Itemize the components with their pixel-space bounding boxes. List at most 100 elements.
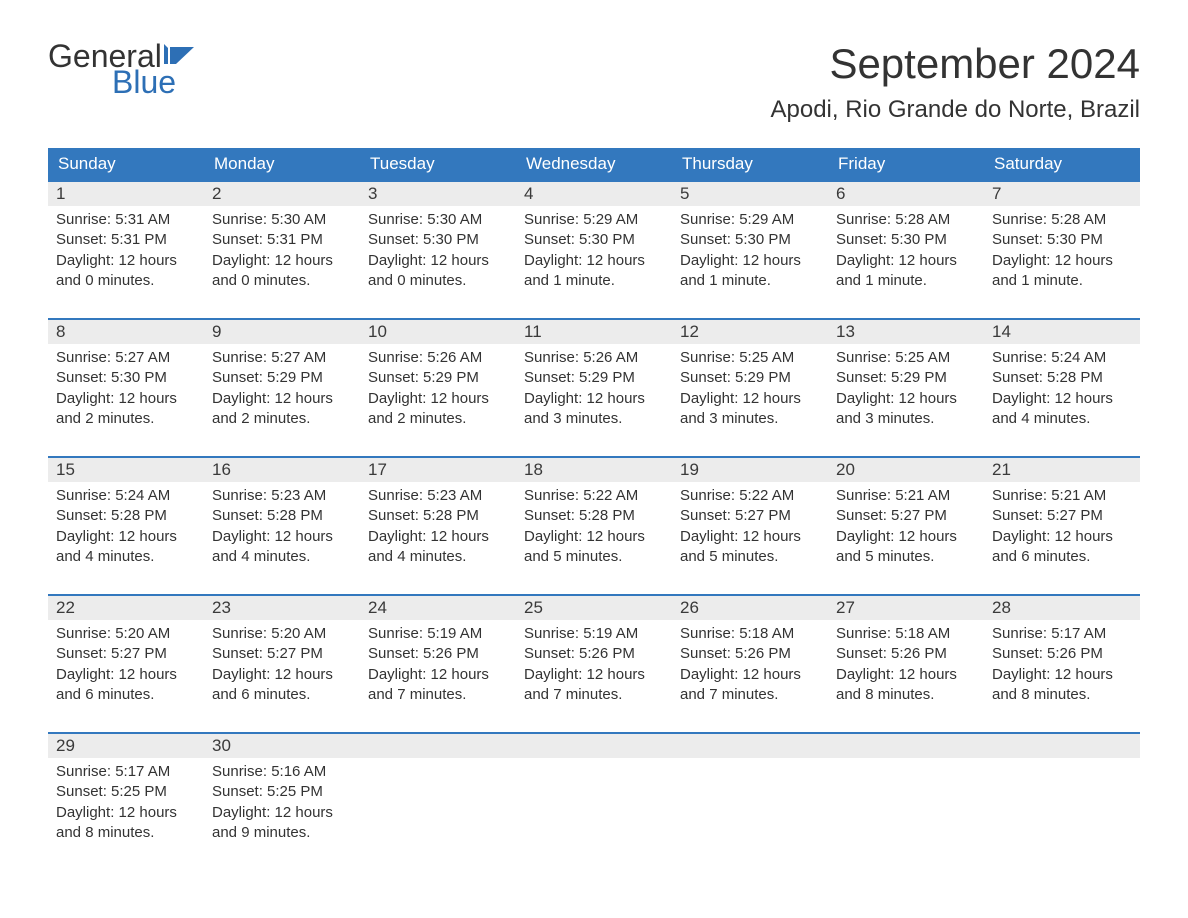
day-header: Thursday [672,148,828,180]
daylight-text: Daylight: 12 hours and 6 minutes. [212,665,352,706]
day-number: 20 [828,458,984,482]
day-number: 13 [828,320,984,344]
location-subtitle: Apodi, Rio Grande do Norte, Brazil [770,96,1140,124]
day-body: Sunrise: 5:18 AMSunset: 5:26 PMDaylight:… [672,620,828,713]
sunset-text: Sunset: 5:29 PM [680,368,820,388]
sunset-text: Sunset: 5:29 PM [368,368,508,388]
day-body: Sunrise: 5:21 AMSunset: 5:27 PMDaylight:… [828,482,984,575]
daylight-text: Daylight: 12 hours and 1 minute. [524,251,664,292]
sunset-text: Sunset: 5:30 PM [992,230,1132,250]
day-number: 25 [516,596,672,620]
day-body: Sunrise: 5:18 AMSunset: 5:26 PMDaylight:… [828,620,984,713]
sunrise-text: Sunrise: 5:28 AM [836,210,976,230]
day-cell: 10Sunrise: 5:26 AMSunset: 5:29 PMDayligh… [360,320,516,444]
daylight-text: Daylight: 12 hours and 5 minutes. [524,527,664,568]
sunrise-text: Sunrise: 5:23 AM [212,486,352,506]
sunset-text: Sunset: 5:26 PM [680,644,820,664]
day-cell [984,734,1140,858]
day-header: Monday [204,148,360,180]
day-cell: 9Sunrise: 5:27 AMSunset: 5:29 PMDaylight… [204,320,360,444]
day-number: 29 [48,734,204,758]
day-body: Sunrise: 5:17 AMSunset: 5:26 PMDaylight:… [984,620,1140,713]
day-body: Sunrise: 5:22 AMSunset: 5:27 PMDaylight:… [672,482,828,575]
day-number [672,734,828,758]
day-header: Friday [828,148,984,180]
daylight-text: Daylight: 12 hours and 5 minutes. [836,527,976,568]
daylight-text: Daylight: 12 hours and 8 minutes. [992,665,1132,706]
daylight-text: Daylight: 12 hours and 2 minutes. [56,389,196,430]
daylight-text: Daylight: 12 hours and 8 minutes. [56,803,196,844]
sunrise-text: Sunrise: 5:16 AM [212,762,352,782]
day-cell: 28Sunrise: 5:17 AMSunset: 5:26 PMDayligh… [984,596,1140,720]
day-body: Sunrise: 5:29 AMSunset: 5:30 PMDaylight:… [672,206,828,299]
day-number: 30 [204,734,360,758]
day-body: Sunrise: 5:23 AMSunset: 5:28 PMDaylight:… [204,482,360,575]
day-body: Sunrise: 5:20 AMSunset: 5:27 PMDaylight:… [204,620,360,713]
day-number: 3 [360,182,516,206]
sunset-text: Sunset: 5:31 PM [56,230,196,250]
sunrise-text: Sunrise: 5:24 AM [56,486,196,506]
day-number: 6 [828,182,984,206]
daylight-text: Daylight: 12 hours and 7 minutes. [368,665,508,706]
daylight-text: Daylight: 12 hours and 0 minutes. [212,251,352,292]
day-number: 15 [48,458,204,482]
sunset-text: Sunset: 5:27 PM [680,506,820,526]
day-number [828,734,984,758]
daylight-text: Daylight: 12 hours and 3 minutes. [680,389,820,430]
day-cell: 30Sunrise: 5:16 AMSunset: 5:25 PMDayligh… [204,734,360,858]
day-body: Sunrise: 5:17 AMSunset: 5:25 PMDaylight:… [48,758,204,851]
day-cell: 12Sunrise: 5:25 AMSunset: 5:29 PMDayligh… [672,320,828,444]
day-cell: 22Sunrise: 5:20 AMSunset: 5:27 PMDayligh… [48,596,204,720]
day-body: Sunrise: 5:30 AMSunset: 5:31 PMDaylight:… [204,206,360,299]
day-number [360,734,516,758]
day-body: Sunrise: 5:26 AMSunset: 5:29 PMDaylight:… [516,344,672,437]
sunrise-text: Sunrise: 5:22 AM [680,486,820,506]
daylight-text: Daylight: 12 hours and 7 minutes. [680,665,820,706]
day-header: Saturday [984,148,1140,180]
day-number: 8 [48,320,204,344]
day-cell: 16Sunrise: 5:23 AMSunset: 5:28 PMDayligh… [204,458,360,582]
daylight-text: Daylight: 12 hours and 3 minutes. [836,389,976,430]
week-row: 1Sunrise: 5:31 AMSunset: 5:31 PMDaylight… [48,180,1140,306]
sunset-text: Sunset: 5:27 PM [56,644,196,664]
sunrise-text: Sunrise: 5:22 AM [524,486,664,506]
day-number: 1 [48,182,204,206]
sunrise-text: Sunrise: 5:27 AM [56,348,196,368]
day-body: Sunrise: 5:22 AMSunset: 5:28 PMDaylight:… [516,482,672,575]
day-body: Sunrise: 5:28 AMSunset: 5:30 PMDaylight:… [984,206,1140,299]
day-number: 17 [360,458,516,482]
sunrise-text: Sunrise: 5:23 AM [368,486,508,506]
day-number: 28 [984,596,1140,620]
day-cell [516,734,672,858]
week-row: 29Sunrise: 5:17 AMSunset: 5:25 PMDayligh… [48,732,1140,858]
sunrise-text: Sunrise: 5:26 AM [368,348,508,368]
sunrise-text: Sunrise: 5:21 AM [992,486,1132,506]
sunrise-text: Sunrise: 5:18 AM [680,624,820,644]
day-number: 23 [204,596,360,620]
day-cell: 1Sunrise: 5:31 AMSunset: 5:31 PMDaylight… [48,182,204,306]
day-cell: 3Sunrise: 5:30 AMSunset: 5:30 PMDaylight… [360,182,516,306]
sunrise-text: Sunrise: 5:31 AM [56,210,196,230]
day-number: 5 [672,182,828,206]
sunrise-text: Sunrise: 5:19 AM [524,624,664,644]
day-cell: 7Sunrise: 5:28 AMSunset: 5:30 PMDaylight… [984,182,1140,306]
sunset-text: Sunset: 5:30 PM [680,230,820,250]
day-body: Sunrise: 5:31 AMSunset: 5:31 PMDaylight:… [48,206,204,299]
sunset-text: Sunset: 5:28 PM [212,506,352,526]
day-body: Sunrise: 5:25 AMSunset: 5:29 PMDaylight:… [672,344,828,437]
calendar: SundayMondayTuesdayWednesdayThursdayFrid… [48,148,1140,858]
day-header: Tuesday [360,148,516,180]
day-header-row: SundayMondayTuesdayWednesdayThursdayFrid… [48,148,1140,180]
day-number: 19 [672,458,828,482]
day-number: 9 [204,320,360,344]
daylight-text: Daylight: 12 hours and 4 minutes. [368,527,508,568]
sunset-text: Sunset: 5:26 PM [524,644,664,664]
sunset-text: Sunset: 5:27 PM [836,506,976,526]
day-cell: 5Sunrise: 5:29 AMSunset: 5:30 PMDaylight… [672,182,828,306]
daylight-text: Daylight: 12 hours and 3 minutes. [524,389,664,430]
day-body: Sunrise: 5:24 AMSunset: 5:28 PMDaylight:… [48,482,204,575]
sunset-text: Sunset: 5:28 PM [56,506,196,526]
sunrise-text: Sunrise: 5:28 AM [992,210,1132,230]
sunset-text: Sunset: 5:25 PM [212,782,352,802]
logo-text-blue: Blue [112,66,194,98]
